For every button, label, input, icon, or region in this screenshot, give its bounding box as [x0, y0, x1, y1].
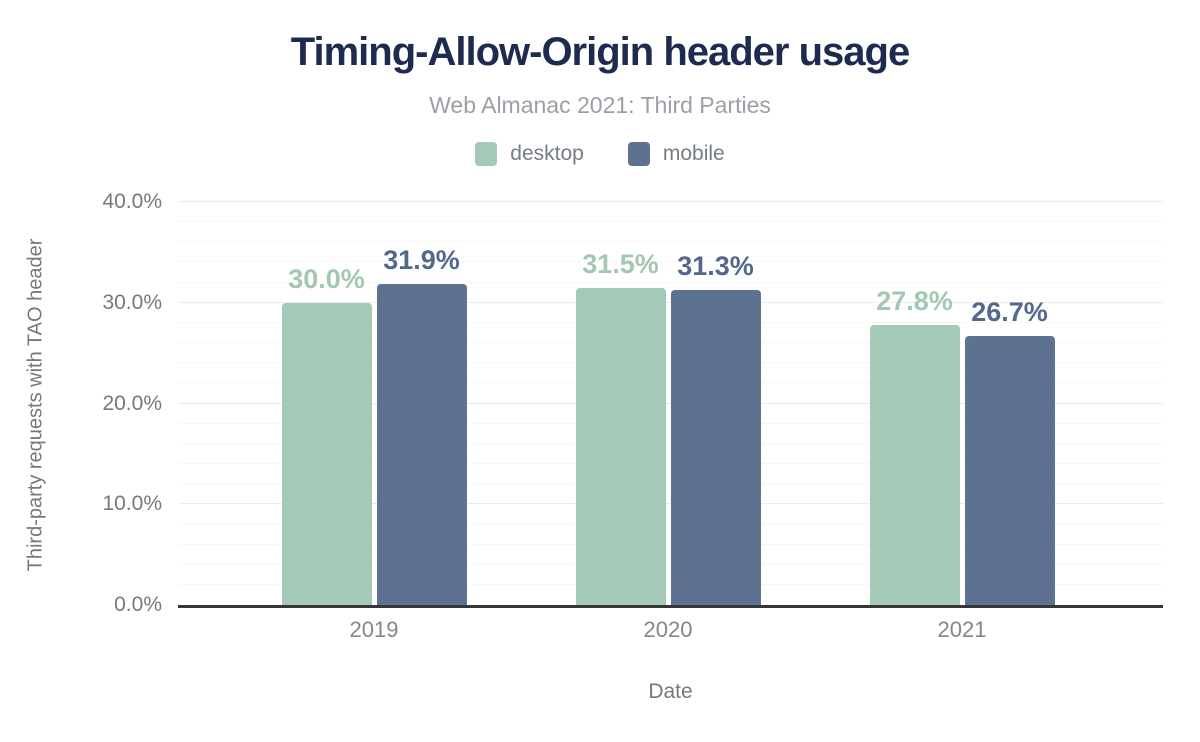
- legend: desktop mobile: [0, 142, 1200, 166]
- y-tick-label-20: 20.0%: [102, 391, 162, 415]
- major-gridline-40: [178, 201, 1163, 202]
- y-tick-label-0: 0.0%: [114, 593, 162, 616]
- minor-gridline-36: [178, 241, 1163, 243]
- value-label-desktop-2020: 31.5%: [582, 248, 659, 279]
- minor-gridline-38: [178, 221, 1163, 223]
- y-tick-label-40: 40.0%: [102, 190, 162, 213]
- bar-desktop-2020: [575, 287, 666, 605]
- y-tick-label-30: 30.0%: [102, 290, 162, 314]
- x-tick-label-2019: 2019: [349, 617, 399, 642]
- legend-label-desktop: desktop: [510, 142, 584, 165]
- bar-mobile-2020: [670, 289, 761, 605]
- y-tick-label-10: 10.0%: [102, 492, 162, 516]
- bar-desktop-2019: [281, 302, 372, 605]
- bar-mobile-2021: [964, 336, 1055, 605]
- chart-subtitle: Web Almanac 2021: Third Parties: [429, 92, 771, 118]
- minor-gridline-34: [178, 261, 1163, 263]
- value-label-mobile-2020: 31.3%: [677, 250, 754, 281]
- x-axis-title: Date: [648, 680, 693, 703]
- x-tick-label-2021: 2021: [937, 617, 987, 642]
- bar-mobile-2019: [376, 283, 467, 605]
- minor-gridline-32: [178, 281, 1163, 283]
- legend-label-mobile: mobile: [662, 142, 725, 165]
- desktop-swatch-icon: [475, 142, 498, 166]
- value-label-mobile-2019: 31.9%: [383, 244, 460, 275]
- value-label-desktop-2019: 30.0%: [288, 263, 365, 294]
- plot-area: 0.0% 10.0% 20.0% 30.0% 40.0% 30.0% 31.9% 2019 31…: [102, 190, 1163, 642]
- y-axis-title: Third-party requests with TAO header: [24, 238, 47, 572]
- bar-desktop-2021: [869, 324, 960, 605]
- legend-item-desktop: desktop: [475, 142, 584, 166]
- value-label-desktop-2021: 27.8%: [876, 285, 953, 316]
- value-label-mobile-2021: 26.7%: [971, 297, 1048, 327]
- chart-title: Timing-Allow-Origin header usage: [290, 30, 910, 74]
- legend-item-mobile: mobile: [627, 142, 725, 166]
- x-tick-label-2020: 2020: [643, 617, 693, 642]
- mobile-swatch-icon: [627, 142, 650, 166]
